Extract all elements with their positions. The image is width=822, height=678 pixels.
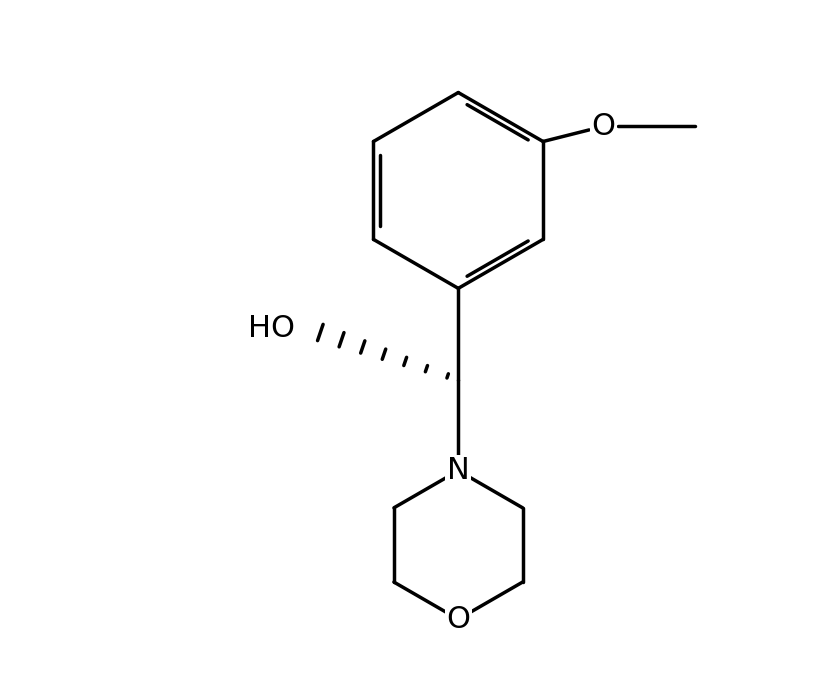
Text: O: O bbox=[592, 112, 616, 141]
Text: O: O bbox=[446, 605, 470, 634]
Text: N: N bbox=[447, 456, 469, 485]
Text: HO: HO bbox=[248, 315, 295, 343]
